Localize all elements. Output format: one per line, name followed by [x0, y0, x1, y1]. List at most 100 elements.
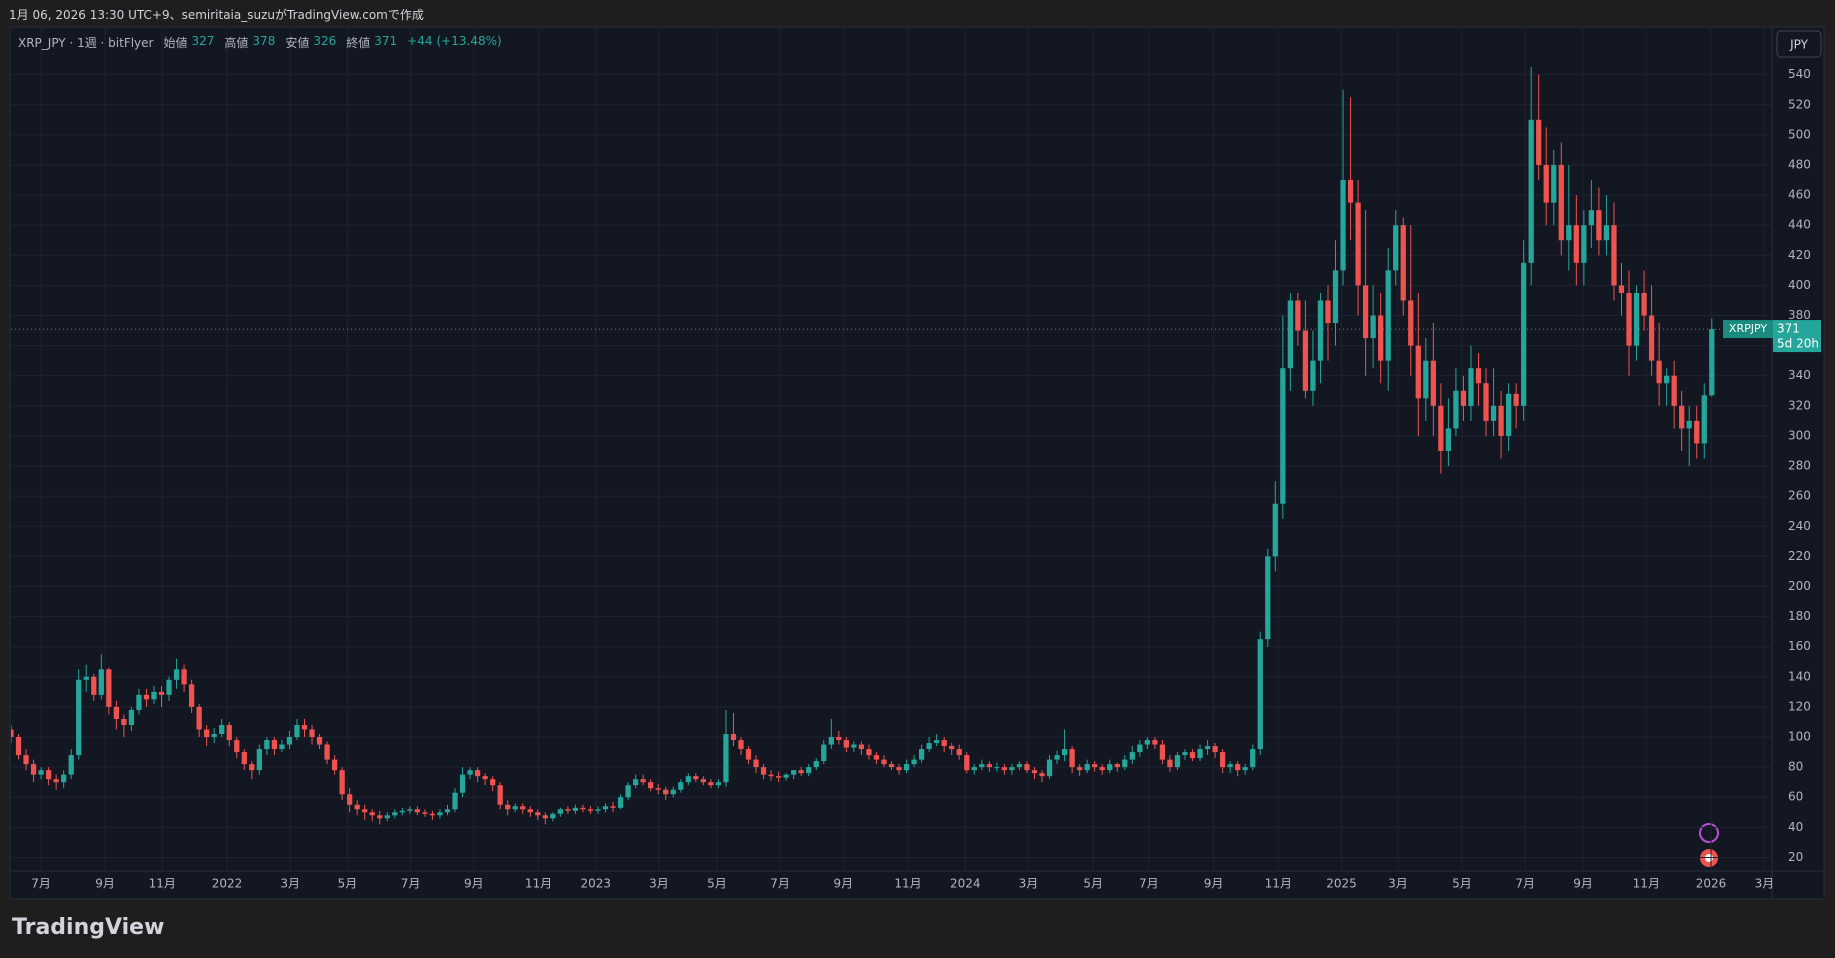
- y-tick-label: 340: [1788, 368, 1811, 382]
- x-tick-label: 3月: [1388, 877, 1408, 891]
- candle-body: [565, 809, 571, 811]
- candle-body: [1588, 210, 1595, 226]
- candle-body: [1566, 225, 1572, 241]
- candle-body: [1257, 639, 1263, 750]
- candle-body: [309, 729, 315, 738]
- x-tick-label: 5月: [1083, 877, 1103, 891]
- candle-body: [903, 764, 910, 771]
- candle-body: [580, 807, 586, 810]
- candle-body: [1235, 764, 1241, 771]
- y-tick-label: 160: [1788, 639, 1811, 653]
- x-tick-label: 5月: [707, 877, 727, 891]
- candle-body: [1528, 119, 1534, 263]
- x-tick-label: 7月: [31, 877, 51, 891]
- candle-body: [753, 759, 759, 768]
- x-tick-label: 9月: [1204, 877, 1224, 891]
- x-tick-label: 2025: [1326, 877, 1357, 891]
- candle-body: [392, 812, 398, 816]
- candle-body: [685, 776, 691, 783]
- x-tick-label: 3月: [649, 877, 669, 891]
- candle-body: [1046, 759, 1053, 777]
- candle-body: [482, 776, 488, 780]
- legend-change: +44: [407, 34, 433, 48]
- candle-body: [1648, 315, 1655, 361]
- candle-body: [715, 782, 722, 786]
- candle-body: [775, 776, 782, 778]
- candle-body: [1310, 360, 1316, 391]
- candle-body: [1077, 767, 1083, 771]
- x-tick-label: 9月: [1573, 877, 1593, 891]
- x-tick-label: 2022: [212, 877, 243, 891]
- candle-body: [1664, 375, 1670, 384]
- candle-body: [1408, 300, 1414, 346]
- candle-body: [1618, 285, 1625, 293]
- x-tick-label: 3月: [1019, 877, 1039, 891]
- candle-body: [1581, 225, 1587, 263]
- candle-body: [1573, 225, 1579, 263]
- candle-body: [1302, 330, 1309, 391]
- candle-body: [512, 806, 518, 810]
- y-tick-label: 320: [1788, 398, 1811, 412]
- candle-body: [1393, 225, 1399, 271]
- candle-body: [1182, 752, 1188, 756]
- candle-body: [339, 770, 345, 795]
- currency-button[interactable]: [1776, 30, 1822, 58]
- candle-body: [791, 770, 797, 775]
- legend-label: 終値: [346, 36, 371, 50]
- y-tick-label: 120: [1788, 699, 1811, 713]
- candle-body: [188, 684, 195, 707]
- candle-body: [595, 809, 601, 811]
- candle-body: [1204, 746, 1211, 750]
- candle-body: [768, 774, 774, 777]
- candle-body: [1137, 744, 1143, 753]
- candle-body: [505, 804, 511, 810]
- legend-change-pct: (+13.48%): [436, 34, 502, 48]
- candle-body: [158, 691, 165, 695]
- candle-body: [1317, 300, 1324, 361]
- legend: XRP_JPY · 1週 · bitFlyer 始値 327 高値 378 安値 32…: [18, 34, 508, 51]
- alert-icon[interactable]: [1699, 823, 1719, 843]
- candle-body: [459, 774, 466, 793]
- candle-body: [873, 755, 880, 760]
- x-tick-label: 11月: [894, 877, 921, 891]
- candle-body: [45, 770, 52, 780]
- candle-body: [324, 744, 330, 760]
- candle-body: [1295, 300, 1301, 331]
- x-tick-label: 3月: [1755, 877, 1775, 891]
- candle-body: [1122, 759, 1128, 768]
- candle-body: [467, 770, 473, 775]
- candle-body: [1475, 368, 1482, 384]
- candle-body: [1061, 749, 1068, 756]
- candle-body: [821, 744, 827, 762]
- last-price-box: [1773, 320, 1821, 353]
- candle-body: [1445, 428, 1452, 452]
- x-tick-label: 7月: [770, 877, 790, 891]
- y-tick-label: 540: [1788, 67, 1811, 81]
- candle-body: [53, 779, 59, 783]
- candle-body: [1513, 393, 1519, 406]
- currency-label: JPY: [1789, 38, 1809, 52]
- candle-body: [602, 806, 609, 810]
- candle-body: [286, 737, 293, 745]
- candle-body: [1370, 315, 1376, 339]
- candle-body: [934, 740, 940, 744]
- logo: TradingView: [12, 915, 165, 940]
- candle-body: [1009, 767, 1015, 771]
- candle-body: [1490, 405, 1497, 421]
- candle-body: [113, 706, 119, 719]
- candle-body: [1656, 360, 1662, 384]
- candle-body: [1596, 210, 1602, 241]
- candle-body: [1287, 300, 1293, 369]
- candle-body: [1016, 764, 1023, 768]
- x-tick-label: 11月: [1265, 877, 1292, 891]
- candle-body: [1415, 345, 1421, 399]
- candle-body: [1039, 773, 1045, 777]
- candle-body: [1280, 368, 1286, 504]
- candle-body: [490, 779, 496, 786]
- legend-symbol: XRP_JPY · 1週 · bitFlyer: [18, 36, 154, 50]
- candle-body: [941, 740, 947, 747]
- candle-body: [226, 724, 232, 741]
- candle-body: [399, 810, 405, 813]
- x-tick-label: 5月: [338, 877, 358, 891]
- candle-body: [1626, 292, 1632, 346]
